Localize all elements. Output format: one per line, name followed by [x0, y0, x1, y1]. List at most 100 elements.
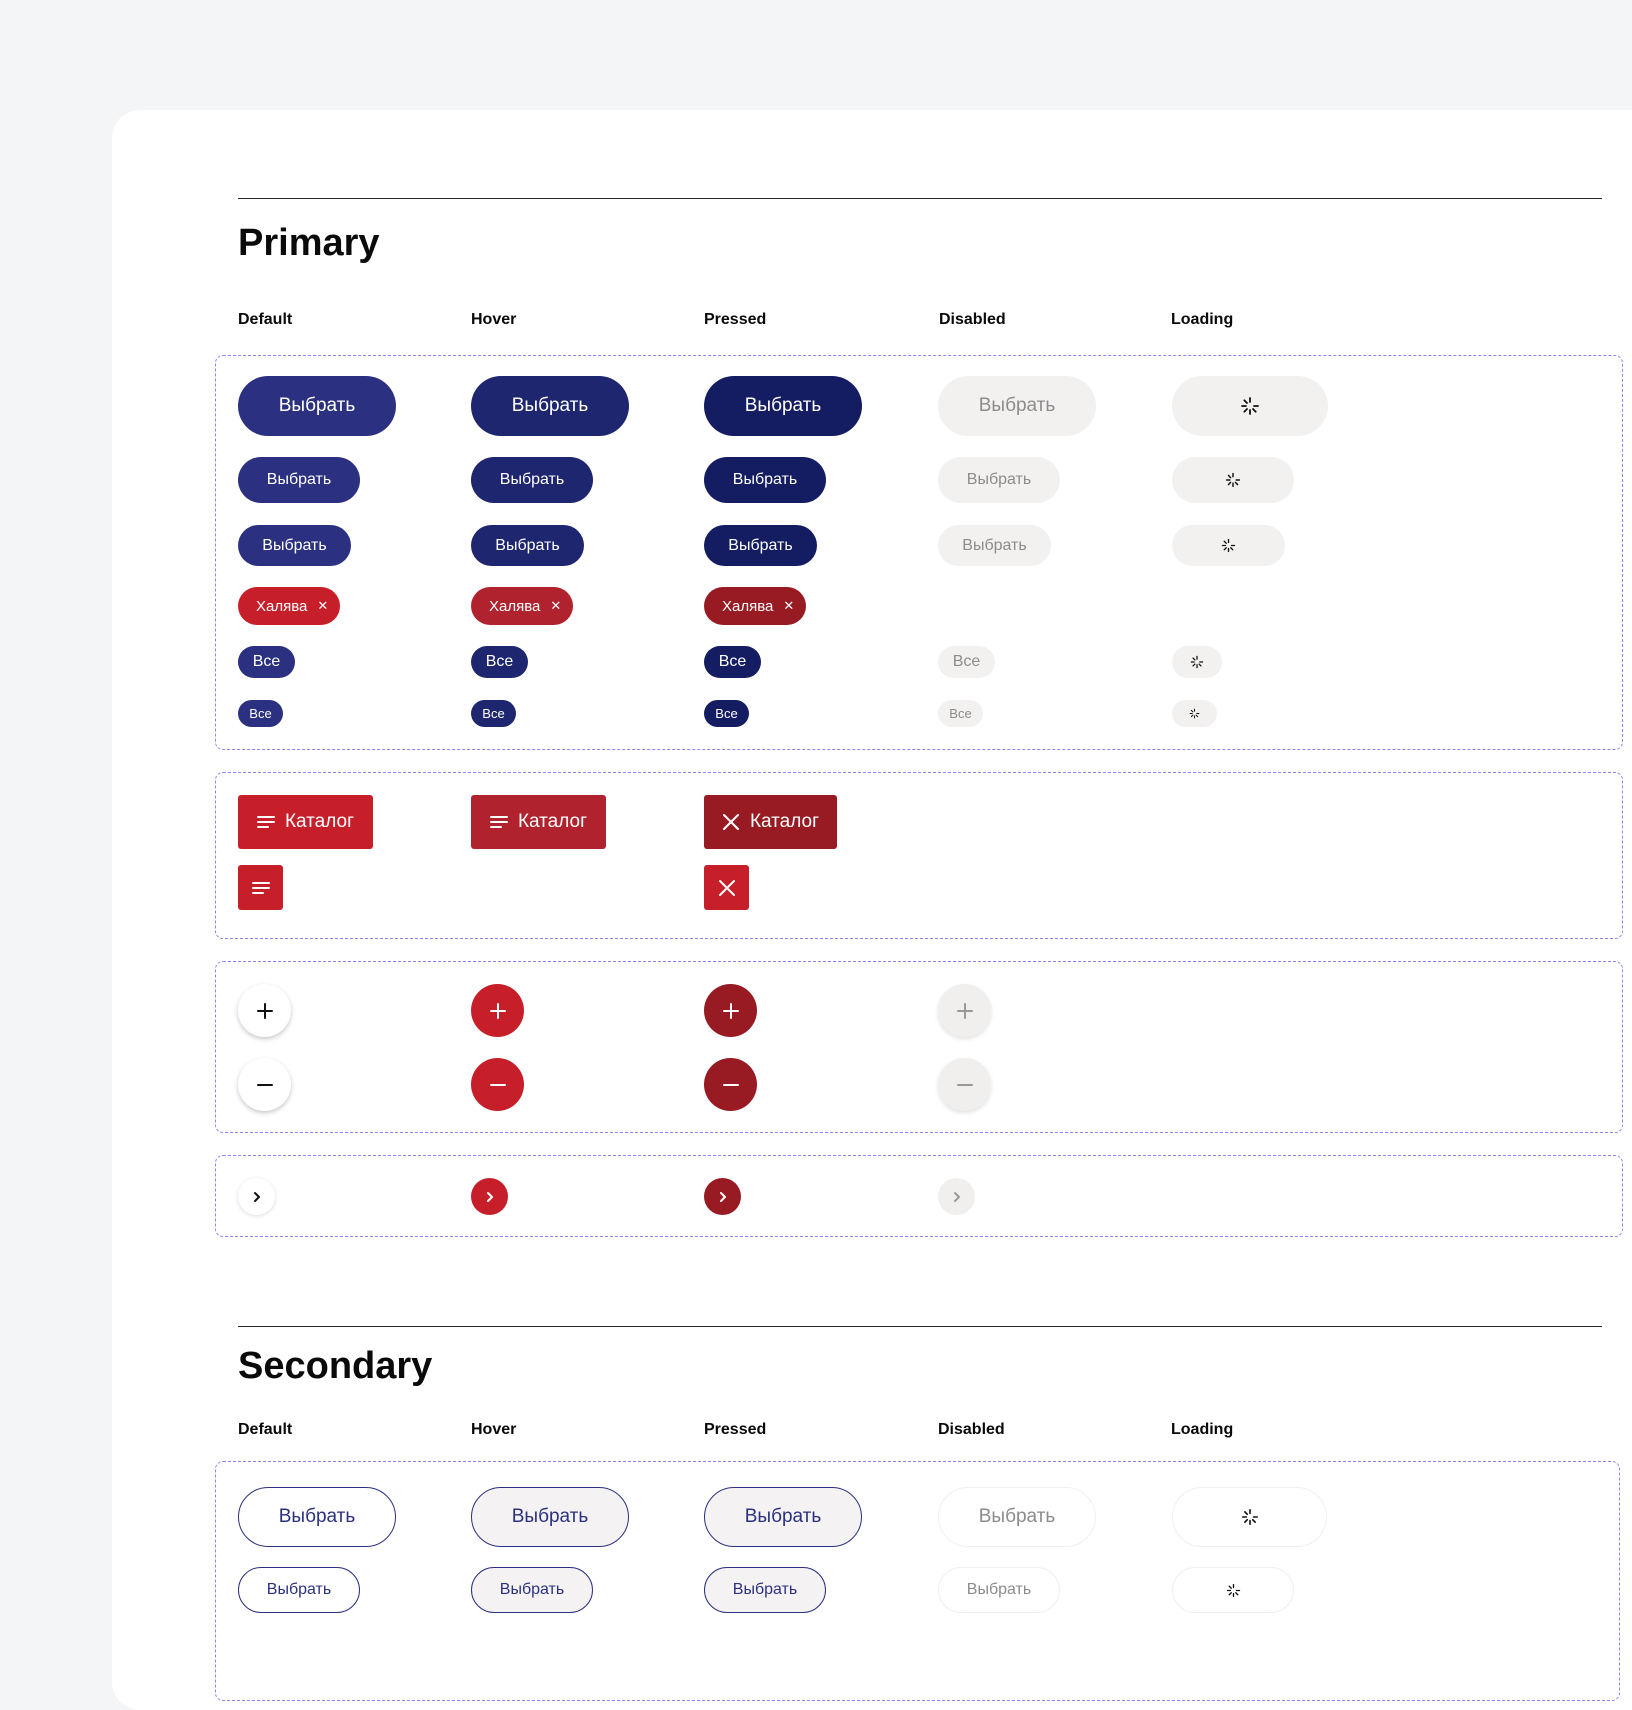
arrow-button-disabled — [938, 1178, 975, 1215]
plus-icon — [489, 1002, 506, 1019]
select-button-lg-default[interactable]: Выбрать — [238, 457, 360, 503]
column-header-default: Default — [238, 1421, 293, 1438]
plus-button-disabled — [938, 984, 991, 1037]
section-title-secondary: Secondary — [238, 1345, 433, 1387]
select-button-lg-pressed[interactable]: Выбрать — [704, 457, 826, 503]
spinner-icon — [1190, 655, 1204, 669]
button-group-catalog — [215, 772, 1623, 939]
column-header-default: Default — [238, 311, 293, 328]
column-header-pressed: Pressed — [704, 1421, 767, 1438]
secondary-select-button-lg-pressed[interactable]: Выбрать — [704, 1567, 826, 1613]
catalog-icon-button-default[interactable] — [238, 865, 283, 910]
minus-icon — [489, 1083, 506, 1086]
secondary-select-button-xl-hover[interactable]: Выбрать — [471, 1487, 629, 1547]
section-divider — [238, 198, 1602, 199]
select-button-xl-default[interactable]: Выбрать — [238, 376, 396, 436]
close-icon — [718, 879, 735, 896]
minus-button-default[interactable] — [238, 1058, 291, 1111]
catalog-button-default[interactable]: Каталог — [238, 795, 373, 849]
spinner-icon — [1226, 1583, 1240, 1597]
select-button-md-disabled: Выбрать — [938, 525, 1051, 566]
arrow-button-pressed[interactable] — [704, 1178, 741, 1215]
secondary-select-button-xl-loading — [1172, 1487, 1327, 1547]
plus-icon — [956, 1002, 973, 1019]
all-button-xs-loading — [1172, 700, 1217, 727]
select-button-md-pressed[interactable]: Выбрать — [704, 525, 817, 566]
spinner-icon — [1225, 472, 1241, 488]
column-header-disabled: Disabled — [938, 1421, 1005, 1438]
secondary-select-button-lg-loading — [1172, 1567, 1294, 1613]
plus-button-default[interactable] — [238, 984, 291, 1037]
select-button-xl-pressed[interactable]: Выбрать — [704, 376, 862, 436]
chevron-right-icon — [719, 1191, 726, 1202]
chip-default[interactable]: Халява ✕ — [238, 587, 341, 625]
select-button-md-loading — [1172, 525, 1285, 566]
secondary-select-button-xl-disabled: Выбрать — [938, 1487, 1096, 1547]
secondary-select-button-xl-pressed[interactable]: Выбрать — [704, 1487, 862, 1547]
arrow-button-default[interactable] — [238, 1178, 275, 1215]
minus-button-disabled — [938, 1058, 991, 1111]
all-button-sm-default[interactable]: Все — [238, 646, 295, 678]
all-button-sm-hover[interactable]: Все — [471, 646, 528, 678]
minus-icon — [722, 1083, 739, 1086]
close-icon[interactable]: ✕ — [550, 598, 562, 613]
menu-icon — [256, 816, 275, 828]
select-button-xl-hover[interactable]: Выбрать — [471, 376, 629, 436]
close-icon[interactable]: ✕ — [317, 598, 329, 613]
secondary-select-button-xl-default[interactable]: Выбрать — [238, 1487, 396, 1547]
all-button-sm-pressed[interactable]: Все — [704, 646, 761, 678]
all-button-sm-loading — [1172, 646, 1222, 678]
minus-icon — [956, 1083, 973, 1086]
plus-icon — [722, 1002, 739, 1019]
minus-icon — [256, 1083, 273, 1086]
column-header-loading: Loading — [1171, 311, 1234, 328]
column-header-loading: Loading — [1171, 1421, 1234, 1438]
button-group-arrows — [215, 1155, 1623, 1237]
select-button-xl-loading — [1172, 376, 1328, 436]
all-button-xs-disabled: Все — [938, 700, 983, 727]
catalog-button-pressed[interactable]: Каталог — [704, 795, 837, 849]
column-header-hover: Hover — [471, 311, 517, 328]
select-button-xl-disabled: Выбрать — [938, 376, 1096, 436]
select-button-lg-disabled: Выбрать — [938, 457, 1060, 503]
plus-icon — [256, 1002, 273, 1019]
chevron-right-icon — [953, 1191, 960, 1202]
catalog-button-hover[interactable]: Каталог — [471, 795, 606, 849]
select-button-md-default[interactable]: Выбрать — [238, 525, 351, 566]
secondary-select-button-lg-disabled: Выбрать — [938, 1567, 1060, 1613]
all-button-xs-pressed[interactable]: Все — [704, 700, 749, 727]
menu-icon — [489, 816, 508, 828]
minus-button-hover[interactable] — [471, 1058, 524, 1111]
column-header-disabled: Disabled — [939, 311, 1006, 328]
plus-button-pressed[interactable] — [704, 984, 757, 1037]
menu-icon — [251, 881, 270, 894]
minus-button-pressed[interactable] — [704, 1058, 757, 1111]
catalog-icon-button-pressed[interactable] — [704, 865, 749, 910]
section-divider — [238, 1326, 1602, 1327]
chevron-right-icon — [253, 1191, 260, 1202]
select-button-lg-hover[interactable]: Выбрать — [471, 457, 593, 503]
spinner-icon — [1241, 397, 1259, 415]
chevron-right-icon — [486, 1191, 493, 1202]
arrow-button-hover[interactable] — [471, 1178, 508, 1215]
chip-hover[interactable]: Халява ✕ — [471, 587, 574, 625]
close-icon — [722, 814, 739, 830]
spinner-icon — [1189, 708, 1200, 719]
plus-button-hover[interactable] — [471, 984, 524, 1037]
chip-pressed[interactable]: Халява ✕ — [704, 587, 807, 625]
all-button-sm-disabled: Все — [938, 646, 995, 678]
section-title-primary: Primary — [238, 222, 380, 264]
secondary-select-button-lg-default[interactable]: Выбрать — [238, 1567, 360, 1613]
spinner-icon — [1221, 538, 1236, 553]
column-header-pressed: Pressed — [704, 311, 767, 328]
close-icon[interactable]: ✕ — [783, 598, 795, 613]
select-button-md-hover[interactable]: Выбрать — [471, 525, 584, 566]
button-group-pills — [215, 355, 1623, 750]
select-button-lg-loading — [1172, 457, 1294, 503]
column-header-hover: Hover — [471, 1421, 517, 1438]
all-button-xs-hover[interactable]: Все — [471, 700, 516, 727]
secondary-select-button-lg-hover[interactable]: Выбрать — [471, 1567, 593, 1613]
button-group-secondary-pills — [215, 1461, 1620, 1701]
button-group-stepper — [215, 961, 1623, 1133]
all-button-xs-default[interactable]: Все — [238, 700, 283, 727]
